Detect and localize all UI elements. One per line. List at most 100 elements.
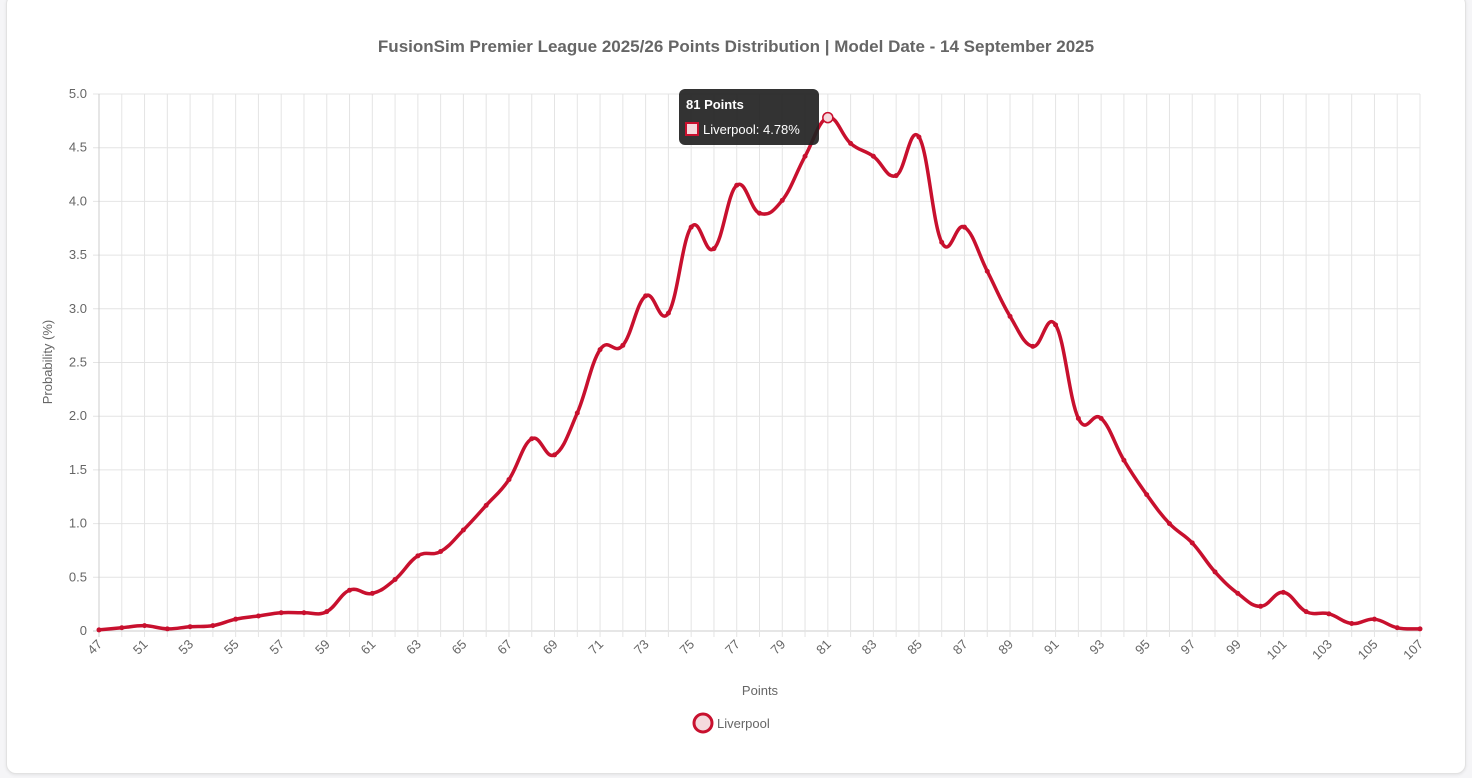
data-point xyxy=(324,609,330,615)
x-tick-label: 97 xyxy=(1178,637,1199,658)
data-point xyxy=(1303,609,1309,615)
data-point xyxy=(415,553,421,559)
x-tick-label: 55 xyxy=(221,637,242,658)
data-point xyxy=(1098,415,1104,421)
x-axis-label: Points xyxy=(742,683,779,698)
hovered-data-point xyxy=(822,111,834,124)
data-point xyxy=(233,616,239,622)
y-tick-label: 1.0 xyxy=(69,516,87,531)
data-point xyxy=(665,310,671,316)
data-point xyxy=(1075,415,1081,421)
data-point xyxy=(187,624,193,630)
data-point xyxy=(1030,343,1036,349)
data-point xyxy=(620,342,626,348)
x-tick-label: 85 xyxy=(904,637,925,658)
data-point xyxy=(1007,313,1013,319)
data-point xyxy=(392,576,398,582)
data-point xyxy=(1235,590,1241,596)
data-point xyxy=(643,293,649,299)
data-point xyxy=(1280,589,1286,595)
data-point xyxy=(1053,322,1059,328)
data-point xyxy=(529,436,535,442)
data-point xyxy=(96,627,102,633)
y-tick-label: 2.0 xyxy=(69,408,87,423)
x-tick-label: 89 xyxy=(995,637,1016,658)
grid xyxy=(93,93,1421,637)
data-point xyxy=(1144,492,1150,498)
data-point xyxy=(779,197,785,203)
y-tick-label: 3.0 xyxy=(69,301,87,316)
legend-label: Liverpool xyxy=(717,716,770,731)
x-axis-ticks: 47 51 53 55 57 59 61 63 65 67 69 71 73 75 77 79 81 83 85 87… xyxy=(84,637,1426,663)
data-point xyxy=(301,610,307,616)
tooltip-label: Liverpool: 4.78% xyxy=(703,122,800,137)
x-tick-label: 69 xyxy=(540,637,561,658)
x-tick-label: 95 xyxy=(1132,637,1153,658)
x-tick-label: 103 xyxy=(1309,637,1335,663)
legend-item-liverpool[interactable]: Liverpool xyxy=(692,712,770,734)
data-point xyxy=(1121,457,1127,463)
x-tick-label: 73 xyxy=(631,637,652,658)
data-point xyxy=(438,549,444,555)
data-point xyxy=(1258,603,1264,609)
data-point xyxy=(984,268,990,274)
x-tick-label: 77 xyxy=(722,637,743,658)
data-point xyxy=(1166,521,1172,527)
x-tick-label: 107 xyxy=(1400,637,1426,663)
tooltip-title: 81 Points xyxy=(686,97,744,112)
data-point xyxy=(870,153,876,159)
data-point xyxy=(119,625,125,631)
data-point xyxy=(734,182,740,188)
tooltip: 81 Points Liverpool: 4.78% xyxy=(679,89,819,145)
data-point xyxy=(278,610,284,616)
data-point xyxy=(802,153,808,159)
y-tick-label: 4.5 xyxy=(69,140,87,155)
x-tick-label: 79 xyxy=(768,637,789,658)
chart-title: FusionSim Premier League 2025/26 Points … xyxy=(378,37,1094,56)
x-tick-label: 65 xyxy=(449,637,470,658)
x-tick-label: 91 xyxy=(1041,637,1062,658)
x-tick-label: 59 xyxy=(312,637,333,658)
y-tick-label: 1.5 xyxy=(69,462,87,477)
data-point xyxy=(688,224,694,230)
data-point xyxy=(1349,620,1355,626)
x-tick-label: 71 xyxy=(585,637,606,658)
x-tick-label: 57 xyxy=(266,637,287,658)
data-point xyxy=(597,347,603,353)
y-axis-label: Probability (%) xyxy=(40,320,55,405)
x-tick-label: 87 xyxy=(950,637,971,658)
data-points xyxy=(96,111,1423,633)
x-tick-label: 75 xyxy=(676,637,697,658)
data-point xyxy=(460,527,466,533)
data-point xyxy=(848,140,854,146)
data-point xyxy=(1394,625,1400,631)
data-point xyxy=(142,623,148,629)
y-tick-label: 2.5 xyxy=(69,355,87,370)
data-point xyxy=(369,590,375,596)
data-point xyxy=(916,134,922,140)
y-axis-ticks: 0 0.5 1.0 1.5 2.0 2.5 3.0 3.5 4.0 4.5 5.0 xyxy=(69,86,87,638)
data-point xyxy=(939,239,945,245)
data-point xyxy=(961,224,967,230)
y-tick-label: 0.5 xyxy=(69,569,87,584)
data-point xyxy=(1326,611,1332,617)
data-point xyxy=(255,613,261,619)
x-tick-label: 67 xyxy=(494,637,515,658)
data-point xyxy=(1189,540,1195,546)
x-tick-label: 83 xyxy=(859,637,880,658)
data-point xyxy=(1417,626,1423,632)
data-point xyxy=(1371,616,1377,622)
y-tick-label: 5.0 xyxy=(69,86,87,101)
tooltip-color-swatch xyxy=(685,122,699,136)
x-tick-label: 105 xyxy=(1355,637,1381,663)
x-tick-label: 61 xyxy=(358,637,379,658)
data-point xyxy=(574,410,580,416)
x-tick-label: 99 xyxy=(1223,637,1244,658)
data-point xyxy=(757,210,762,216)
data-point xyxy=(893,173,899,179)
data-point xyxy=(552,452,558,458)
data-point xyxy=(483,502,489,508)
data-point xyxy=(164,626,170,632)
legend-marker-icon xyxy=(692,712,714,734)
